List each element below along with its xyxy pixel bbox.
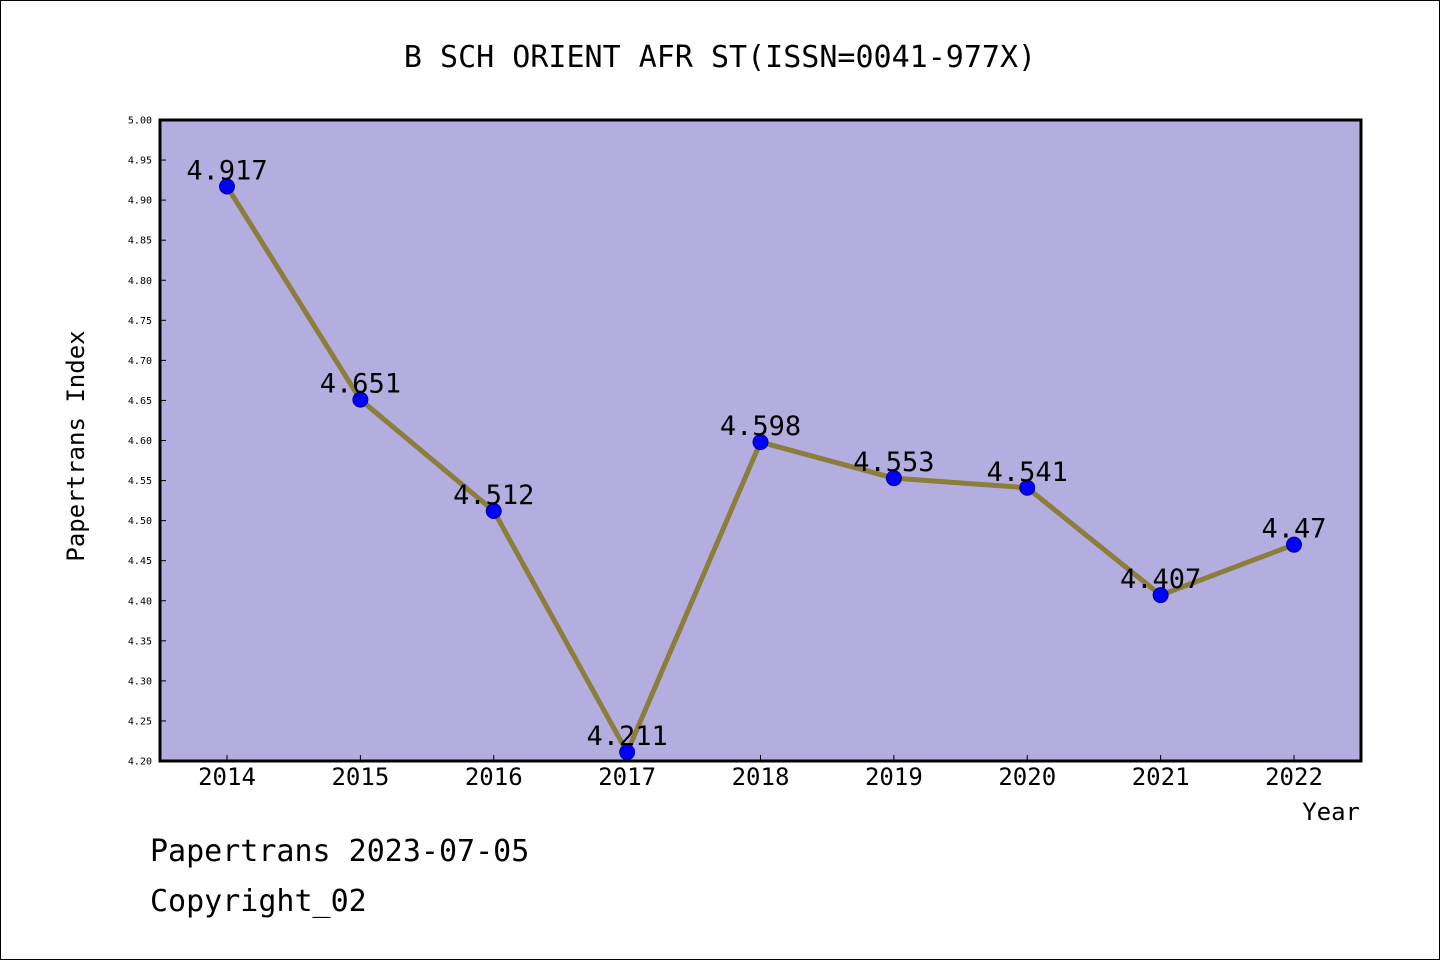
x-tick-label: 2019 — [865, 763, 923, 791]
y-tick-label: 4.55 — [128, 476, 152, 487]
data-point — [619, 744, 636, 761]
y-tick-label: 4.65 — [128, 396, 152, 407]
y-tick-label: 4.45 — [128, 556, 152, 567]
data-label: 4.598 — [720, 411, 801, 442]
x-tick-label: 2020 — [998, 763, 1056, 791]
data-point — [1019, 479, 1036, 496]
data-point — [1286, 536, 1302, 553]
data-point — [485, 503, 502, 520]
data-labels: 4.917 4.651 4.512 4.211 4.598 4.553 4.541 4.407… — [186, 156, 1326, 753]
x-axis-label: Year — [1302, 798, 1360, 826]
y-axis-label: Papertrans Index — [62, 330, 90, 561]
y-tick-label: 4.70 — [128, 356, 152, 367]
x-tick-label: 2022 — [1265, 763, 1323, 791]
y-tick-label: 4.95 — [128, 156, 152, 167]
x-tick-label: 2016 — [465, 763, 523, 791]
chart-title: B SCH ORIENT AFR ST(ISSN=0041-977X) — [404, 40, 1036, 75]
data-label: 4.541 — [987, 457, 1068, 488]
data-label: 4.47 — [1261, 514, 1326, 545]
y-tick-label: 4.60 — [128, 436, 152, 447]
y-tick-label: 4.30 — [128, 676, 152, 687]
data-points — [219, 178, 1302, 761]
y-tick-label: 4.35 — [128, 636, 152, 647]
data-label: 4.651 — [320, 369, 401, 400]
footer-date: Papertrans 2023-07-05 — [150, 834, 530, 869]
data-point — [752, 434, 769, 451]
y-tick-label: 4.90 — [128, 196, 152, 207]
x-tick-label: 2018 — [732, 763, 790, 791]
y-tick-label: 4.80 — [128, 276, 152, 287]
y-tick-label: 4.50 — [128, 516, 152, 527]
y-tick-label: 4.25 — [128, 716, 152, 727]
data-label: 4.211 — [586, 721, 667, 752]
data-point — [352, 391, 369, 408]
data-label: 4.553 — [853, 447, 934, 478]
x-axis: 2014 2015 2016 2017 2018 2019 2020 2021 2022 — [198, 755, 1323, 791]
data-label: 4.512 — [453, 480, 534, 511]
footer-copyright: Copyright_02 — [150, 884, 367, 919]
x-tick-label: 2015 — [331, 763, 389, 791]
x-tick-label: 2021 — [1132, 763, 1190, 791]
data-label: 4.917 — [186, 156, 267, 187]
y-tick-label: 4.20 — [128, 757, 152, 768]
data-point — [219, 178, 235, 195]
x-tick-label: 2014 — [198, 763, 256, 791]
x-tick-label: 2017 — [598, 763, 656, 791]
data-point — [1152, 587, 1169, 604]
y-axis: 4.20 4.25 4.30 4.35 4.40 4.45 4.50 4.55 4.60 4.65… — [128, 116, 166, 768]
y-tick-label: 4.85 — [128, 236, 152, 247]
y-tick-label: 5.00 — [128, 116, 152, 127]
data-label: 4.407 — [1120, 564, 1201, 595]
y-tick-label: 4.75 — [128, 316, 152, 327]
y-tick-label: 4.40 — [128, 596, 152, 607]
data-point — [885, 470, 902, 487]
